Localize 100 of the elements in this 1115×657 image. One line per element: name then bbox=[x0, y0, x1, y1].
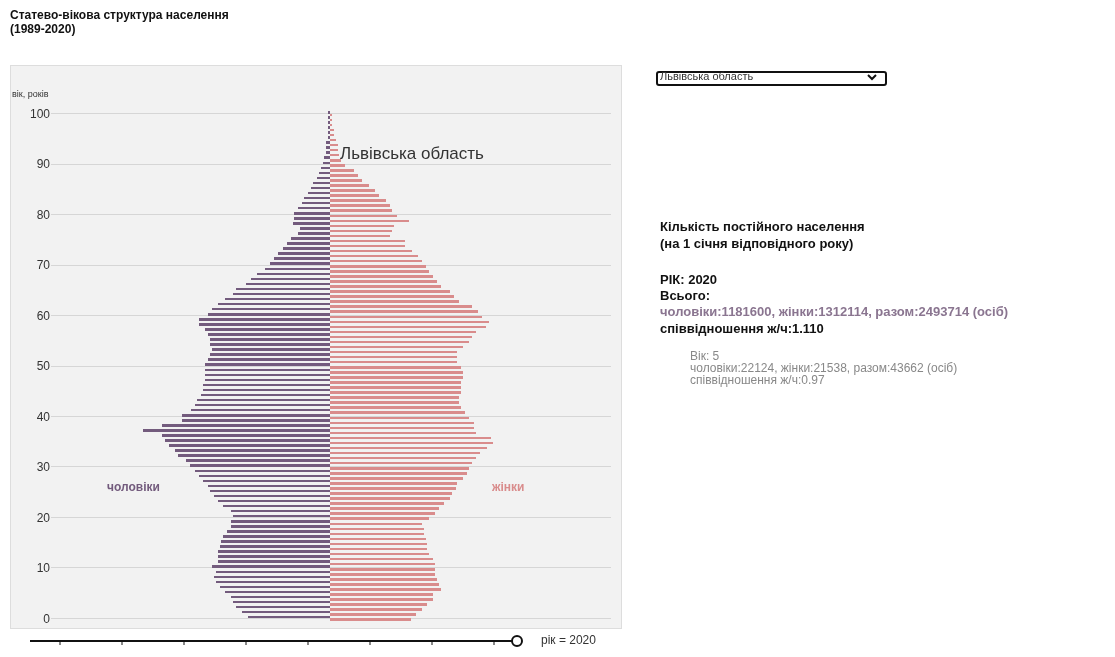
bar bbox=[198, 323, 331, 326]
bar bbox=[330, 300, 460, 303]
bar bbox=[324, 156, 331, 159]
bar bbox=[161, 424, 331, 427]
text: співвідношення ж/ч:1.110 bbox=[660, 321, 824, 336]
bar bbox=[142, 429, 331, 432]
y-tick-label: 100 bbox=[29, 106, 51, 121]
y-tick-label: 60 bbox=[36, 308, 51, 323]
bar bbox=[330, 270, 430, 273]
bar bbox=[294, 217, 331, 220]
bar bbox=[330, 618, 411, 621]
bar bbox=[330, 492, 452, 495]
bar bbox=[330, 386, 462, 389]
text: (на 1 січня відповідного року) bbox=[660, 236, 854, 251]
bar bbox=[330, 512, 435, 515]
bar bbox=[330, 169, 355, 172]
bar bbox=[273, 257, 331, 260]
y-tick-label: 10 bbox=[36, 561, 51, 576]
bar bbox=[210, 338, 331, 341]
y-tick-label: 90 bbox=[36, 157, 51, 172]
bar bbox=[326, 141, 331, 144]
bar bbox=[330, 497, 450, 500]
bar bbox=[292, 222, 331, 225]
bar bbox=[330, 174, 359, 177]
bar bbox=[212, 565, 331, 568]
text: Кількість постійного населення bbox=[660, 219, 865, 234]
text: Львівська область bbox=[660, 70, 754, 82]
bar bbox=[330, 290, 450, 293]
bar bbox=[198, 318, 331, 321]
text: РІК: 2020 bbox=[660, 272, 718, 287]
bar bbox=[298, 232, 331, 235]
bar bbox=[330, 396, 460, 399]
bar bbox=[330, 507, 439, 510]
bar bbox=[230, 525, 331, 528]
text: чоловіки:1181600, жінки:1312114, разом:2493714 (осіб) bbox=[660, 304, 1009, 319]
bar bbox=[330, 275, 434, 278]
y-axis-title: вік, років bbox=[12, 89, 49, 99]
bar bbox=[330, 366, 462, 369]
bar bbox=[330, 179, 362, 182]
bar bbox=[330, 295, 454, 298]
bar bbox=[330, 184, 370, 187]
bar bbox=[221, 540, 331, 543]
bar bbox=[326, 146, 331, 149]
bar bbox=[330, 502, 445, 505]
bar bbox=[330, 487, 456, 490]
y-tick-label: 70 bbox=[36, 258, 51, 273]
bar bbox=[330, 305, 473, 308]
bar bbox=[277, 252, 331, 255]
bar bbox=[208, 333, 331, 336]
bar bbox=[189, 464, 331, 467]
text: Вік: 5 bbox=[690, 349, 720, 363]
bar bbox=[330, 285, 441, 288]
bar bbox=[330, 603, 428, 606]
y-tick-label: 0 bbox=[43, 611, 51, 626]
bar bbox=[210, 343, 331, 346]
bar bbox=[330, 371, 464, 374]
bar bbox=[330, 189, 376, 192]
bar bbox=[330, 598, 434, 601]
bar bbox=[212, 348, 331, 351]
chart-title: Статево-вікова структура населення (1989-2020) bbox=[10, 8, 229, 36]
bar bbox=[330, 401, 460, 404]
text: чоловіки bbox=[107, 480, 160, 494]
bar bbox=[330, 588, 441, 591]
text: Всього: bbox=[660, 288, 711, 303]
bar bbox=[330, 608, 422, 611]
bar bbox=[330, 593, 434, 596]
bar bbox=[330, 472, 467, 475]
bar bbox=[330, 209, 392, 212]
bar bbox=[208, 358, 331, 361]
bar bbox=[330, 613, 417, 616]
bar bbox=[330, 158, 342, 162]
bar bbox=[330, 583, 439, 586]
bar bbox=[330, 310, 479, 313]
y-tick-label: 40 bbox=[36, 409, 51, 424]
bar bbox=[165, 439, 331, 442]
bar bbox=[178, 454, 331, 457]
bar bbox=[326, 151, 331, 154]
text: рік = 2020 bbox=[541, 633, 596, 647]
bar bbox=[330, 194, 379, 197]
bar bbox=[330, 164, 346, 167]
bar bbox=[208, 312, 331, 316]
bar bbox=[290, 237, 331, 240]
y-tick-label: 20 bbox=[36, 510, 51, 525]
y-tick-label: 80 bbox=[36, 207, 51, 222]
bar bbox=[219, 545, 331, 548]
bar bbox=[330, 199, 387, 202]
bar bbox=[330, 391, 462, 394]
bar bbox=[174, 449, 331, 452]
bar bbox=[217, 560, 331, 563]
bar bbox=[217, 550, 331, 553]
bar bbox=[210, 353, 331, 356]
bar bbox=[161, 434, 331, 437]
bar bbox=[330, 567, 435, 571]
bar bbox=[330, 280, 437, 283]
bar bbox=[294, 211, 331, 215]
bar bbox=[204, 363, 331, 366]
bar bbox=[330, 381, 462, 384]
bar bbox=[227, 530, 331, 533]
bar bbox=[204, 328, 331, 331]
text: чоловіки:22124, жінки:21538, разом:43662 (осіб) bbox=[690, 361, 958, 375]
